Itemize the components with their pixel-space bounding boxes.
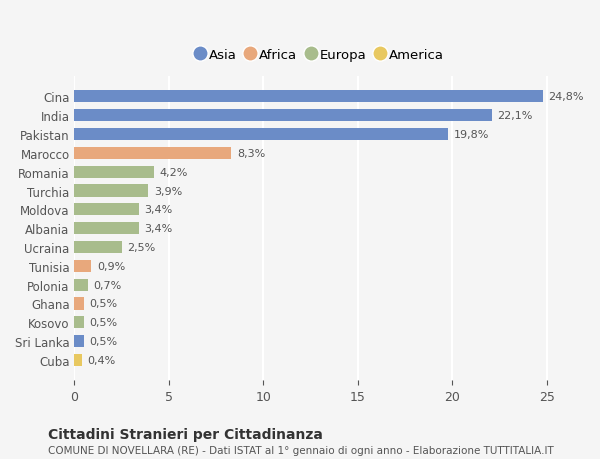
- Text: 0,5%: 0,5%: [89, 336, 118, 347]
- Text: 24,8%: 24,8%: [548, 92, 584, 102]
- Bar: [74, 260, 91, 272]
- Text: 19,8%: 19,8%: [454, 130, 490, 140]
- Bar: [74, 147, 231, 160]
- Text: 0,4%: 0,4%: [88, 355, 116, 365]
- Text: 0,5%: 0,5%: [89, 318, 118, 328]
- Bar: [74, 279, 88, 291]
- Bar: [74, 298, 84, 310]
- Text: 3,4%: 3,4%: [145, 205, 173, 215]
- Text: 4,2%: 4,2%: [160, 168, 188, 177]
- Bar: [74, 91, 543, 103]
- Bar: [74, 223, 139, 235]
- Bar: [74, 166, 154, 179]
- Text: 0,7%: 0,7%: [94, 280, 122, 290]
- Bar: [74, 129, 448, 141]
- Text: COMUNE DI NOVELLARA (RE) - Dati ISTAT al 1° gennaio di ogni anno - Elaborazione : COMUNE DI NOVELLARA (RE) - Dati ISTAT al…: [48, 446, 554, 455]
- Text: 22,1%: 22,1%: [497, 111, 533, 121]
- Bar: [74, 241, 122, 253]
- Text: 0,5%: 0,5%: [89, 299, 118, 309]
- Bar: [74, 185, 148, 197]
- Bar: [74, 335, 84, 347]
- Text: 3,9%: 3,9%: [154, 186, 182, 196]
- Legend: Asia, Africa, Europa, America: Asia, Africa, Europa, America: [193, 45, 448, 65]
- Text: 0,9%: 0,9%: [97, 261, 125, 271]
- Text: 2,5%: 2,5%: [127, 242, 155, 252]
- Text: 8,3%: 8,3%: [237, 149, 265, 158]
- Bar: [74, 317, 84, 329]
- Bar: [74, 354, 82, 366]
- Bar: [74, 204, 139, 216]
- Text: 3,4%: 3,4%: [145, 224, 173, 234]
- Bar: [74, 110, 492, 122]
- Text: Cittadini Stranieri per Cittadinanza: Cittadini Stranieri per Cittadinanza: [48, 427, 323, 442]
